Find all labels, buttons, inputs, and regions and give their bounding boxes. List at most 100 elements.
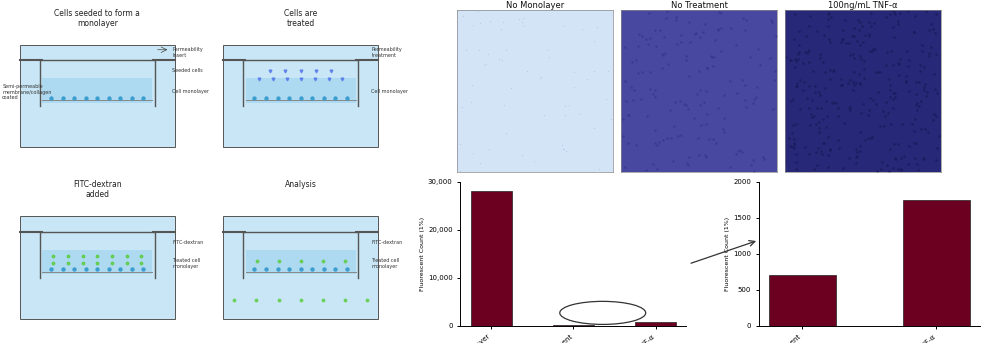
Point	[620, 113, 636, 118]
Point	[846, 34, 862, 39]
Point	[917, 155, 933, 161]
Point	[752, 62, 768, 68]
Point	[764, 20, 780, 25]
Point	[812, 55, 828, 61]
Point	[811, 120, 827, 125]
Point	[821, 39, 837, 45]
Point	[863, 23, 879, 28]
Point	[679, 162, 695, 167]
Point	[929, 113, 945, 119]
Point	[801, 151, 817, 157]
Point	[539, 47, 555, 53]
Point	[686, 31, 702, 37]
Point	[690, 68, 707, 73]
Point	[690, 135, 707, 141]
Point	[791, 49, 807, 55]
Point	[799, 50, 815, 56]
Point	[630, 44, 646, 49]
Point	[796, 79, 812, 84]
Point	[845, 25, 861, 31]
Point	[472, 20, 488, 25]
Point	[818, 98, 834, 104]
Point	[698, 65, 715, 71]
Point	[647, 140, 663, 146]
Point	[566, 84, 582, 89]
Point	[861, 20, 877, 25]
Point	[626, 87, 642, 93]
Point	[820, 164, 836, 170]
Point	[917, 87, 933, 93]
Bar	[245, 78, 356, 103]
Text: Treated cell
monolayer: Treated cell monolayer	[372, 258, 400, 269]
Point	[840, 80, 856, 85]
Point	[884, 106, 900, 111]
Point	[922, 50, 938, 55]
Point	[801, 105, 817, 110]
Point	[929, 145, 945, 151]
Point	[845, 51, 861, 57]
Point	[914, 49, 930, 54]
Point	[698, 66, 715, 71]
Point	[853, 56, 869, 62]
Point	[816, 33, 832, 38]
Point	[737, 97, 753, 103]
Point	[833, 39, 849, 44]
Point	[834, 83, 850, 88]
Point	[557, 113, 573, 118]
Point	[453, 105, 469, 110]
Point	[680, 74, 696, 79]
Point	[826, 99, 842, 105]
Point	[480, 52, 496, 57]
Point	[822, 146, 838, 151]
Point	[852, 20, 868, 25]
Point	[869, 168, 885, 174]
Text: Cell monolayer: Cell monolayer	[372, 88, 408, 94]
Point	[806, 167, 822, 172]
Point	[922, 54, 938, 59]
Point	[906, 29, 922, 34]
Point	[844, 33, 860, 38]
Point	[873, 166, 889, 172]
Point	[849, 150, 865, 155]
Point	[878, 14, 894, 20]
Point	[833, 76, 849, 82]
Point	[801, 84, 817, 89]
Point	[452, 141, 468, 146]
Point	[873, 160, 889, 165]
Point	[830, 137, 846, 143]
Point	[691, 152, 708, 158]
Point	[645, 162, 661, 167]
Point	[852, 81, 868, 86]
Point	[449, 57, 465, 62]
Point	[881, 168, 897, 174]
Point	[820, 134, 836, 140]
Point	[801, 47, 817, 52]
Point	[541, 54, 557, 60]
Point	[914, 42, 930, 48]
Point	[667, 18, 683, 23]
Point	[788, 166, 804, 172]
Point	[478, 62, 494, 67]
Point	[717, 129, 733, 134]
Point	[767, 68, 783, 74]
Point	[642, 36, 658, 41]
Point	[534, 74, 550, 80]
Point	[777, 158, 793, 164]
Point	[704, 54, 720, 59]
Point	[878, 163, 894, 168]
Point	[788, 159, 804, 164]
Point	[809, 145, 825, 151]
Point	[785, 122, 801, 127]
Point	[908, 13, 924, 19]
Point	[891, 72, 908, 78]
Point	[857, 138, 873, 143]
Point	[695, 99, 712, 105]
Point	[734, 77, 750, 82]
Point	[751, 46, 767, 51]
Point	[810, 90, 826, 95]
Point	[823, 14, 839, 20]
Point	[653, 51, 669, 57]
Point	[925, 117, 941, 122]
Point	[789, 80, 805, 86]
Point	[475, 62, 491, 67]
